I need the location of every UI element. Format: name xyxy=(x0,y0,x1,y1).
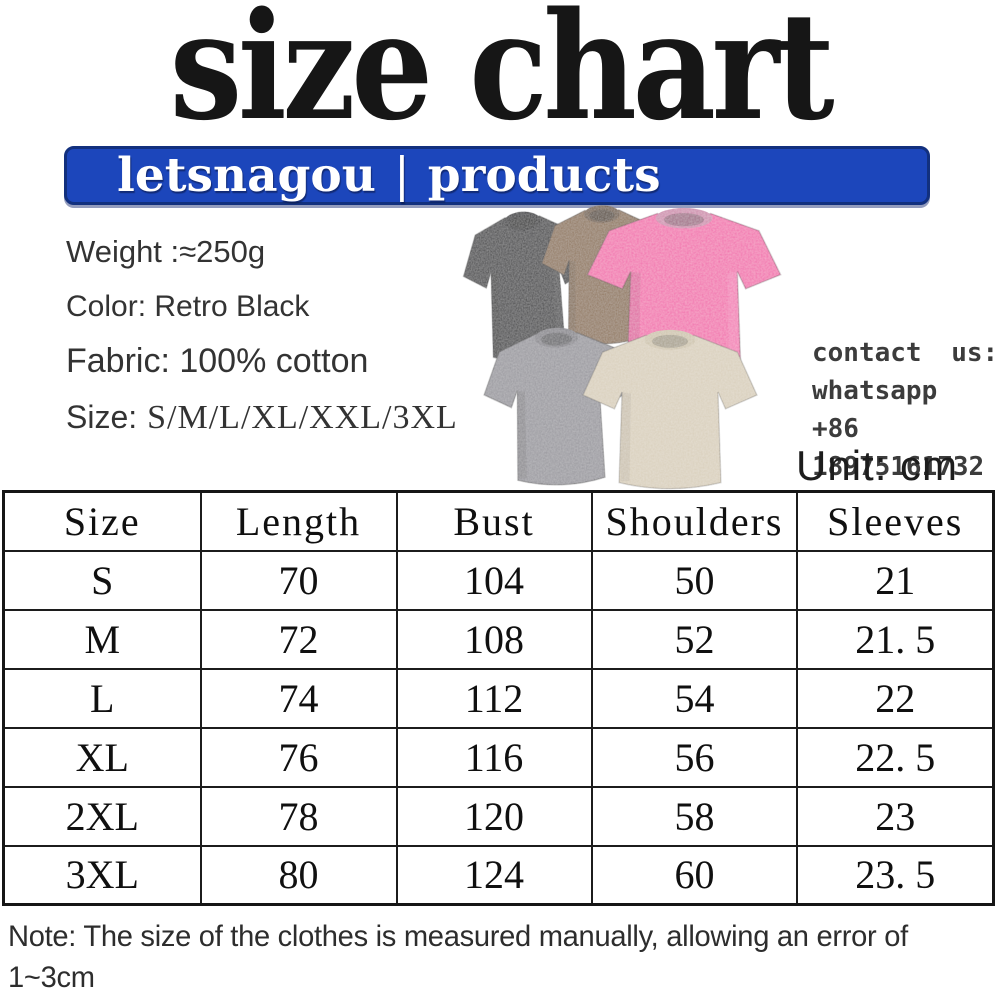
table-cell: 23 xyxy=(796,785,995,847)
table-cell: 70 xyxy=(199,549,398,611)
weight-info: Weight :≈250g xyxy=(66,234,266,269)
table-cell: 104 xyxy=(395,549,593,611)
size-info-label: Size: xyxy=(66,399,138,435)
table-cell: 56 xyxy=(590,726,799,788)
table-cell: 23. 5 xyxy=(796,844,995,906)
tshirt-beige-image xyxy=(581,329,759,490)
table-cell: 50 xyxy=(590,549,799,611)
measurement-note: Note: The size of the clothes is measure… xyxy=(8,916,963,998)
brand-label: products xyxy=(427,148,661,203)
table-cell: 21 xyxy=(796,549,995,611)
tshirt-black-image xyxy=(462,211,588,363)
table-cell: 112 xyxy=(395,667,593,729)
table-cell: 108 xyxy=(395,608,593,670)
table-cell: 2XL xyxy=(2,785,202,847)
header-sleeves: Sleeves xyxy=(796,490,995,552)
table-row: L 74 112 54 22 xyxy=(2,667,995,729)
table-cell: 116 xyxy=(395,726,593,788)
table-cell: XL xyxy=(2,726,202,788)
whatsapp-line: whatsapp +86 xyxy=(812,376,938,444)
table-cell: L xyxy=(2,667,202,729)
size-table: Size Length Bust Shoulders Sleeves S 70 … xyxy=(2,490,995,906)
header-length: Length xyxy=(199,490,398,552)
table-row: 3XL 80 124 60 23. 5 xyxy=(2,844,995,906)
table-cell: 80 xyxy=(199,844,398,906)
contact-line: contact us: xyxy=(812,338,999,368)
table-row: M 72 108 52 21. 5 xyxy=(2,608,995,670)
note-line-1: Note: The size of the clothes is measure… xyxy=(8,920,908,953)
table-cell: 60 xyxy=(590,844,799,906)
color-info: Color: Retro Black xyxy=(66,290,310,323)
fabric-info: Fabric: 100% cotton xyxy=(66,342,369,380)
table-cell: 3XL xyxy=(2,844,202,906)
page-title: size chart xyxy=(169,0,835,153)
tshirt-pink-image xyxy=(586,207,782,372)
table-cell: 74 xyxy=(199,667,398,729)
table-cell: 22 xyxy=(796,667,995,729)
contact-block: contact us: whatsapp +86 18975161732 xyxy=(812,334,1000,486)
table-cell: S xyxy=(2,549,202,611)
tshirt-brown-image xyxy=(541,205,665,345)
table-cell: 58 xyxy=(590,785,799,847)
table-header-row: Size Length Bust Shoulders Sleeves xyxy=(2,490,995,552)
table-row: S 70 104 50 21 xyxy=(2,549,995,611)
table-cell: 52 xyxy=(590,608,799,670)
unit-label: Unit: cm xyxy=(796,442,959,489)
table-cell: 76 xyxy=(199,726,398,788)
tshirt-gray-image xyxy=(483,327,634,486)
header-size: Size xyxy=(2,490,202,552)
table-row: 2XL 78 120 58 23 xyxy=(2,785,995,847)
table-cell: 72 xyxy=(199,608,398,670)
banner-separator: | xyxy=(393,148,410,203)
table-cell: 54 xyxy=(590,667,799,729)
size-info: Size: S/M/L/XL/XXL/3XL xyxy=(66,399,458,437)
brand-name: letsnagou xyxy=(117,148,376,203)
table-cell: 120 xyxy=(395,785,593,847)
table-cell: 124 xyxy=(395,844,593,906)
note-line-2: 1~3cm xyxy=(8,961,95,994)
table-cell: 78 xyxy=(199,785,398,847)
table-cell: M xyxy=(2,608,202,670)
table-row: XL 76 116 56 22. 5 xyxy=(2,726,995,788)
table-cell: 22. 5 xyxy=(796,726,995,788)
size-info-values: S/M/L/XL/XXL/3XL xyxy=(147,399,458,436)
table-cell: 21. 5 xyxy=(796,608,995,670)
header-bust: Bust xyxy=(395,490,593,552)
brand-banner: letsnagou | products xyxy=(64,146,930,205)
phone-number: 18975161732 xyxy=(812,452,985,482)
header-shoulders: Shoulders xyxy=(590,490,799,552)
